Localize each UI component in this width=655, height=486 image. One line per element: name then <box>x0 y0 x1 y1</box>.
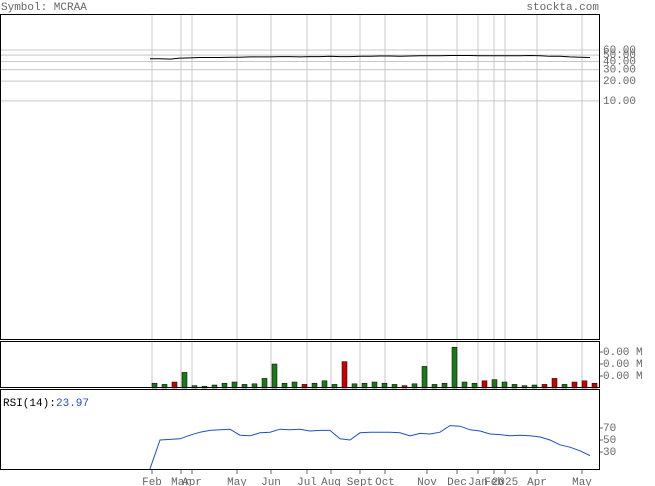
y-tick-label: 30.00 <box>603 65 636 77</box>
panel-border <box>0 341 600 388</box>
volume-bar <box>581 380 588 389</box>
y-tick-label: 10.00 <box>603 96 636 108</box>
y-tick-label: 50 <box>603 435 616 447</box>
rsi-line <box>149 425 591 469</box>
x-tick-label: Apr <box>182 477 202 486</box>
volume-bar <box>421 366 428 389</box>
x-tick-label: Apr <box>527 477 547 486</box>
x-tick-label: 2025 <box>492 477 518 486</box>
rsi-label: RSI(14): <box>3 398 56 410</box>
x-tick-label: Jun <box>261 477 281 486</box>
y-tick-label: 60.00 <box>603 45 636 57</box>
panel-border <box>0 14 600 340</box>
panel-border <box>0 389 600 470</box>
y-tick-label: 20.00 <box>603 76 636 88</box>
volume-bar <box>271 363 278 389</box>
volume-bar <box>451 346 458 389</box>
volume-bar <box>181 372 188 389</box>
y-tick-label: 0.00 M <box>603 359 643 371</box>
x-tick-label: Jan <box>468 477 488 486</box>
y-tick-label: 70 <box>603 423 616 435</box>
x-tick-label: May <box>572 477 592 486</box>
volume-bar <box>341 361 348 389</box>
x-tick-label: Aug <box>321 477 341 486</box>
price-line <box>150 54 591 60</box>
volume-bar <box>551 378 558 389</box>
volume-bar <box>481 380 488 389</box>
site-label: stockta.com <box>526 2 599 14</box>
x-tick-label: May <box>227 477 247 486</box>
x-tick-label: Dec <box>447 477 467 486</box>
volume-bar <box>321 380 328 389</box>
x-tick-label: Oct <box>375 477 395 486</box>
rsi-current: 23.97 <box>56 398 89 410</box>
x-tick-label: Feb <box>484 477 504 486</box>
y-tick-label: 0.00 M <box>603 371 643 383</box>
volume-bar <box>261 378 268 389</box>
y-tick-label: 30 <box>603 447 616 459</box>
x-tick-label: Mar <box>171 477 191 486</box>
x-tick-label: Sept <box>347 477 373 486</box>
symbol-label: Symbol: MCRAA <box>1 2 87 14</box>
volume-bar <box>491 379 498 389</box>
x-tick-label: Jul <box>297 477 317 486</box>
y-tick-label: 40.00 <box>603 56 636 68</box>
y-tick-label: 50.00 <box>603 50 636 62</box>
x-tick-label: Feb <box>142 477 162 486</box>
y-tick-label: 0.00 M <box>603 347 643 359</box>
x-tick-label: Nov <box>417 477 437 486</box>
